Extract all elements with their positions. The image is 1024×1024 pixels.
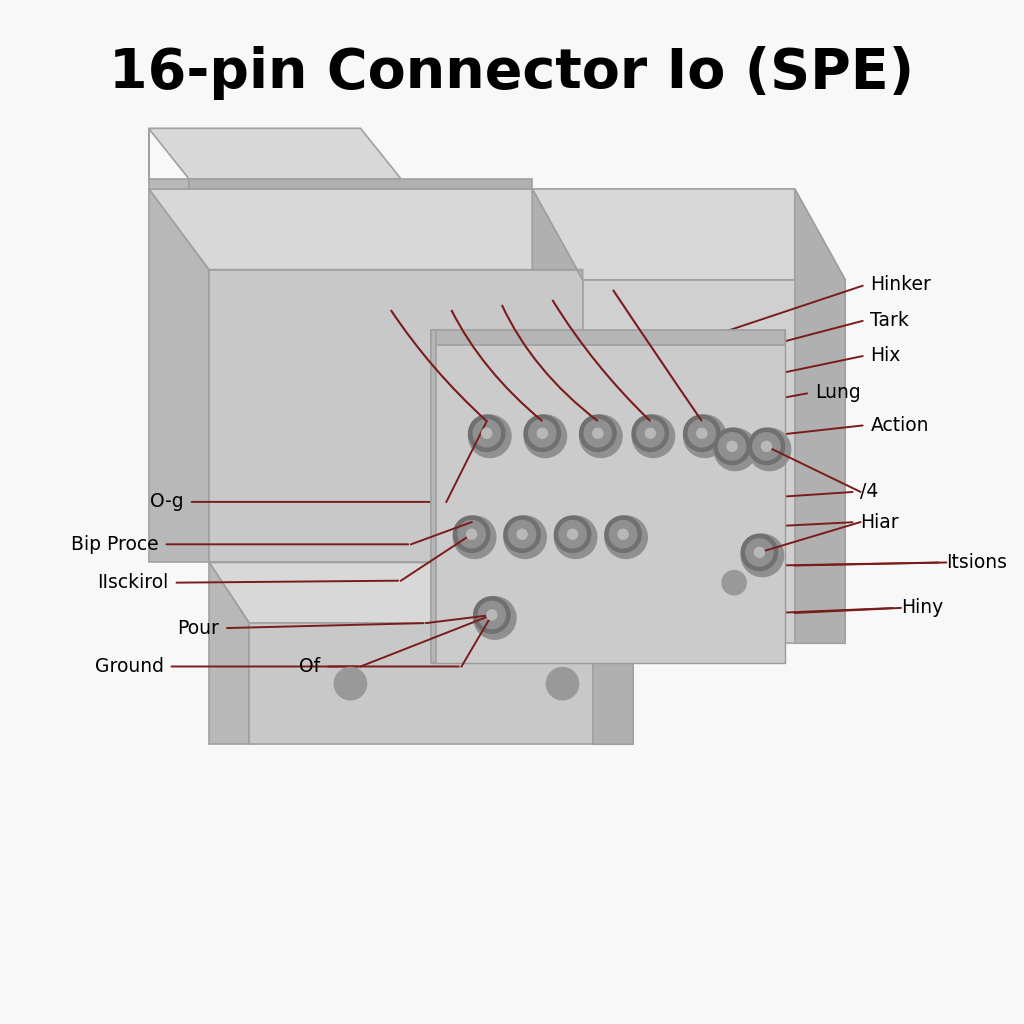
Text: Hinker: Hinker [870, 275, 931, 294]
Text: Of: Of [299, 657, 321, 676]
Polygon shape [148, 188, 593, 269]
Circle shape [458, 520, 485, 548]
Polygon shape [209, 562, 633, 623]
Circle shape [605, 516, 641, 552]
Circle shape [762, 441, 771, 452]
Text: Hiar: Hiar [860, 513, 899, 531]
Circle shape [481, 428, 492, 438]
Circle shape [554, 516, 597, 558]
Text: Lung: Lung [815, 383, 860, 402]
Polygon shape [209, 269, 593, 562]
Circle shape [714, 428, 751, 465]
Circle shape [474, 597, 510, 633]
Circle shape [467, 529, 476, 540]
Circle shape [528, 420, 556, 446]
Polygon shape [431, 331, 784, 664]
Circle shape [696, 428, 707, 438]
Text: IIsckirol: IIsckirol [97, 573, 169, 592]
Circle shape [745, 539, 773, 566]
Circle shape [722, 570, 746, 595]
Circle shape [618, 529, 628, 540]
Text: Ground: Ground [94, 657, 164, 676]
Text: Hiny: Hiny [901, 598, 943, 617]
Text: Itsions: Itsions [946, 553, 1008, 572]
Text: /4: /4 [860, 482, 879, 502]
Circle shape [755, 548, 765, 557]
Circle shape [749, 428, 791, 471]
Circle shape [478, 601, 506, 629]
Polygon shape [148, 128, 401, 179]
Circle shape [454, 516, 496, 558]
Text: Pour: Pour [177, 618, 219, 638]
Circle shape [593, 428, 603, 438]
Circle shape [609, 520, 637, 548]
Text: Tark: Tark [870, 310, 909, 330]
Circle shape [547, 668, 579, 699]
Circle shape [585, 420, 611, 446]
Text: Hix: Hix [870, 346, 901, 365]
Text: O-g: O-g [151, 493, 184, 511]
Circle shape [454, 516, 489, 552]
Circle shape [504, 516, 541, 552]
Circle shape [559, 520, 586, 548]
Circle shape [605, 516, 647, 558]
Circle shape [469, 415, 505, 452]
Polygon shape [795, 188, 845, 643]
Circle shape [334, 668, 367, 699]
Circle shape [632, 415, 669, 452]
Text: 16-pin Connector Io (SPE): 16-pin Connector Io (SPE) [110, 46, 914, 99]
Polygon shape [148, 188, 209, 562]
Circle shape [645, 428, 655, 438]
Circle shape [753, 433, 780, 460]
Polygon shape [532, 188, 583, 280]
Circle shape [632, 415, 675, 458]
Text: Action: Action [870, 416, 929, 434]
Polygon shape [250, 623, 633, 744]
Polygon shape [593, 562, 633, 744]
Circle shape [517, 529, 527, 540]
Circle shape [719, 433, 745, 460]
Polygon shape [148, 128, 188, 188]
Circle shape [684, 415, 726, 458]
Polygon shape [188, 179, 532, 188]
Circle shape [486, 610, 497, 621]
Circle shape [473, 420, 501, 446]
Circle shape [469, 415, 511, 458]
Polygon shape [431, 331, 436, 664]
Circle shape [509, 520, 536, 548]
Circle shape [504, 516, 547, 558]
Circle shape [749, 428, 784, 465]
Circle shape [688, 420, 716, 446]
Circle shape [524, 415, 560, 452]
Circle shape [714, 428, 757, 471]
Polygon shape [209, 562, 250, 744]
Circle shape [684, 415, 720, 452]
Circle shape [524, 415, 566, 458]
Circle shape [637, 420, 664, 446]
Polygon shape [583, 280, 795, 643]
Polygon shape [431, 331, 784, 345]
Circle shape [474, 597, 516, 639]
Circle shape [538, 428, 548, 438]
Circle shape [727, 441, 737, 452]
Text: Bip Proce: Bip Proce [71, 535, 159, 554]
Circle shape [554, 516, 591, 552]
Circle shape [580, 415, 616, 452]
Circle shape [741, 535, 777, 570]
Circle shape [567, 529, 578, 540]
Circle shape [741, 535, 783, 577]
Circle shape [580, 415, 622, 458]
Polygon shape [532, 188, 845, 280]
